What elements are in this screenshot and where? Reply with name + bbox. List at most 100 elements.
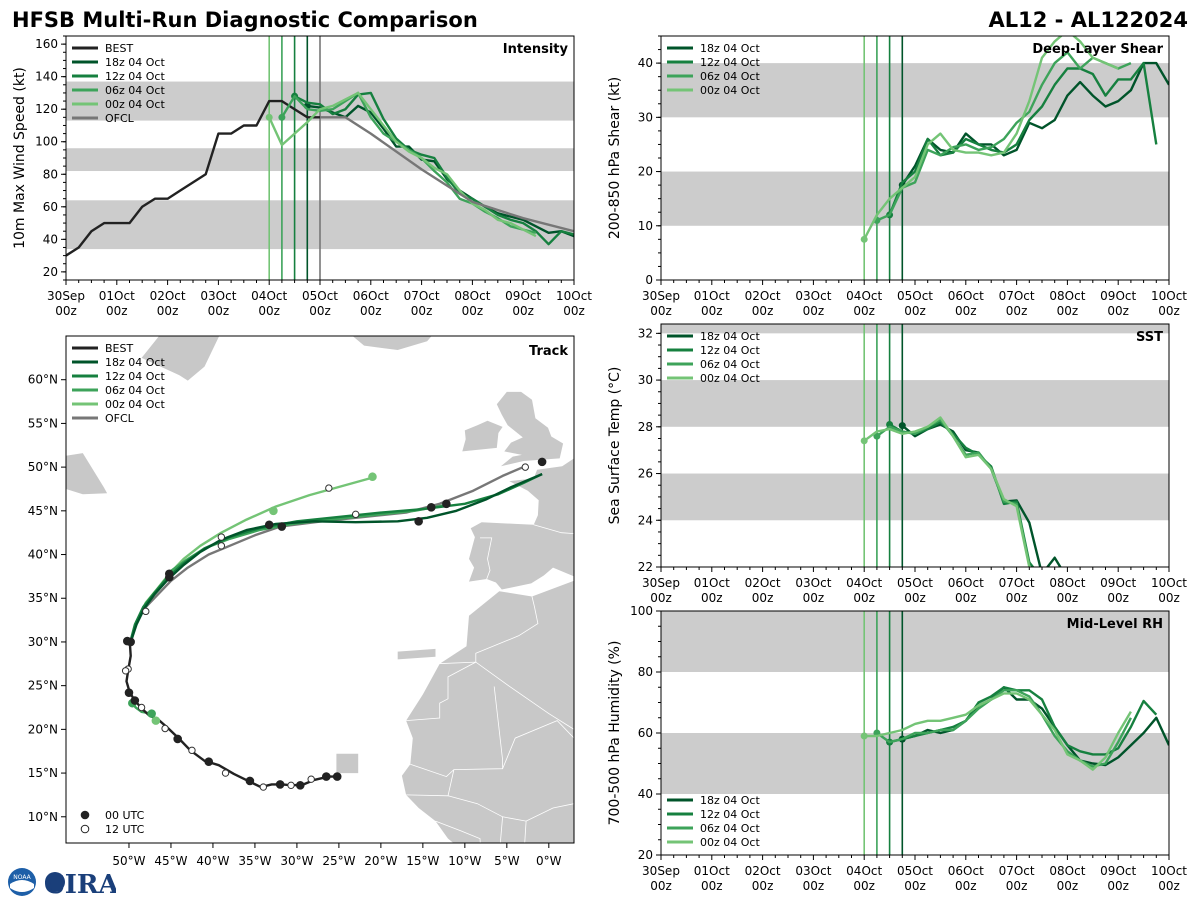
intensity-legend-label: 06z 04 Oct [105, 84, 165, 97]
sst-xtick-hour: 00z [1107, 591, 1129, 605]
shear-ytick-label: 40 [638, 56, 653, 70]
track-marker-legend-label: 12 UTC [105, 823, 145, 836]
track-line-BEST [125, 641, 339, 789]
track-legend-label: 00z 04 Oct [105, 398, 165, 411]
britain-land [496, 391, 564, 467]
border-line-7 [499, 816, 503, 843]
track-marker-00z-00 [151, 716, 161, 725]
shear-xtick-day: 04Oct [846, 289, 882, 303]
track-marker-06z-00 [147, 709, 156, 718]
sst-xtick-day: 08Oct [1049, 576, 1085, 590]
shear-xtick-hour: 00z [1057, 304, 1079, 318]
intensity-xtick-hour: 00z [462, 304, 484, 318]
track-xtick-label: 0°W [536, 854, 562, 868]
rh-xtick-day: 01Oct [694, 864, 730, 878]
iberia-land [469, 458, 574, 590]
intensity-xtick-day: 09Oct [505, 289, 541, 303]
sst-band-1 [661, 380, 1169, 427]
sst-xtick-day: 07Oct [999, 576, 1035, 590]
intensity-legend-label: BEST [105, 42, 133, 55]
track-ytick-label: 25°N [28, 679, 58, 693]
rh-title: Mid-Level RH [1067, 617, 1163, 632]
sst-band-2 [661, 324, 1169, 334]
sst-ytick-label: 30 [638, 373, 653, 387]
sst-xtick-day: 06Oct [948, 576, 984, 590]
intensity-ytick-label: 160 [35, 37, 58, 51]
rh-ytick-label: 80 [638, 665, 653, 679]
track-marker-00z-00 [368, 472, 377, 482]
greenland-land [141, 336, 220, 381]
shear-xtick-hour: 00z [1006, 304, 1028, 318]
track-xtick-label: 15°W [406, 854, 439, 868]
border-line-4 [447, 795, 574, 822]
intensity-xtick-hour: 00z [106, 304, 128, 318]
intensity-xtick-day: 01Oct [99, 289, 135, 303]
track-marker-BEST-00 [124, 688, 134, 697]
rh-xtick-hour: 00z [752, 879, 774, 893]
shear-xtick-day: 09Oct [1100, 289, 1136, 303]
cira-logo: NOAA CIRA [6, 866, 119, 900]
sst-ylabel: Sea Surface Temp (°C) [607, 367, 623, 525]
track-marker-BEST-00 [332, 772, 342, 781]
rh-legend-label: 06z 04 Oct [700, 822, 760, 835]
track-title: Track [529, 344, 568, 359]
border-line-8 [502, 720, 574, 769]
africa-land [401, 580, 574, 843]
track-marker-BEST-12 [221, 769, 230, 777]
track-marker-18z-00 [277, 522, 287, 531]
rh-legend-label: 18z 04 Oct [700, 794, 760, 807]
intensity-series-BEST [66, 99, 320, 257]
intensity-legend-label: 18z 04 Oct [105, 56, 165, 69]
track-legend-label: 06z 04 Oct [105, 384, 165, 397]
track-marker-BEST-12 [137, 703, 146, 712]
sst-legend-label: 18z 04 Oct [700, 330, 760, 343]
shear-ytick-label: 20 [638, 165, 653, 179]
sst-xtick-hour: 00z [1057, 591, 1079, 605]
track-legend-label: OFCL [105, 412, 135, 425]
intensity-xtick-hour: 00z [563, 304, 585, 318]
shear-xtick-hour: 00z [955, 304, 977, 318]
sst-ytick-label: 22 [638, 560, 653, 574]
intensity-ytick-label: 20 [43, 265, 58, 279]
noaa-wave [10, 880, 34, 892]
shear-ytick-label: 0 [645, 273, 653, 287]
intensity-legend-label: 12z 04 Oct [105, 70, 165, 83]
track-plot-area [66, 336, 574, 843]
intensity-init-point-06z [278, 113, 286, 121]
shear-xtick-hour: 00z [752, 304, 774, 318]
shear-xtick-hour: 00z [803, 304, 825, 318]
rh-xtick-hour: 00z [1057, 879, 1079, 893]
border-line-11 [533, 524, 574, 534]
shear-plot-area [661, 36, 1169, 280]
sst-xtick-hour: 00z [650, 591, 672, 605]
track-marker-12z-00 [426, 503, 436, 512]
rh-band-1 [661, 611, 1169, 672]
sst-xtick-day: 04Oct [846, 576, 882, 590]
shear-xtick-day: 30Sep [642, 289, 680, 303]
intensity-xtick-day: 06Oct [353, 289, 389, 303]
sst-xtick-hour: 00z [701, 591, 723, 605]
rh-xtick-hour: 00z [650, 879, 672, 893]
track-marker-BEST-00 [321, 772, 331, 781]
track-marker-BEST-12 [307, 775, 315, 783]
sst-xtick-hour: 00z [803, 591, 825, 605]
track-marker-legend-symbol [80, 810, 90, 820]
track-marker-BEST-12 [188, 746, 196, 755]
track-marker-OFCL-12 [217, 542, 226, 550]
track-legend-label: 18z 04 Oct [105, 356, 165, 369]
noaa-cira-logo-icon: NOAA CIRA [8, 868, 119, 900]
track-xtick-label: 35°W [238, 854, 271, 868]
intensity-ytick-label: 40 [43, 232, 58, 246]
track-legend-label: 12z 04 Oct [105, 370, 165, 383]
intensity-plot-area [66, 36, 574, 280]
rh-xtick-day: 30Sep [642, 864, 680, 878]
track-ytick-label: 40°N [28, 548, 58, 562]
rh-xtick-hour: 00z [904, 879, 926, 893]
sst-legend-label: 12z 04 Oct [700, 344, 760, 357]
rh-series-00z [864, 692, 1132, 771]
intensity-xtick-day: 03Oct [200, 289, 236, 303]
border-line-5 [435, 820, 481, 843]
sst-xtick-hour: 00z [955, 591, 977, 605]
rh-xtick-hour: 00z [701, 879, 723, 893]
shear-series-00z [863, 36, 1119, 240]
